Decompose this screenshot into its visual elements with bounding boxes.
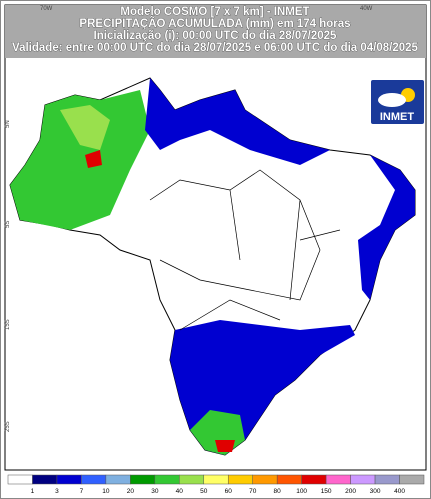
- colorbar-label: 80: [274, 488, 282, 495]
- logo: INMET: [371, 80, 424, 124]
- header-line: Inicialização (i): 00:00 UTC do dia 28/0…: [94, 30, 337, 42]
- colorbar-swatch: [227, 474, 253, 485]
- lat-label: 25S: [5, 421, 11, 432]
- lon-label: 40W: [360, 6, 373, 12]
- colorbar-label: 300: [370, 488, 381, 495]
- country-map: [9, 77, 416, 456]
- header-line: PRECIPITAÇÃO ACUMULADA (mm) em 174 horas: [79, 17, 350, 30]
- precip-area: [145, 78, 330, 165]
- colorbar-swatch: [130, 474, 156, 485]
- precip-area: [215, 440, 235, 452]
- colorbar-swatch: [56, 474, 82, 485]
- logo-text: INMET: [380, 111, 415, 123]
- colorbar-swatch: [350, 474, 376, 485]
- colorbar-label: 20: [127, 488, 135, 495]
- header-band: [5, 5, 426, 58]
- precip-area: [85, 150, 102, 168]
- colorbar-label: 100: [296, 488, 307, 495]
- header-line: Modelo COSMO [7 x 7 km] - INMET: [120, 6, 309, 18]
- precip-area: [358, 155, 415, 300]
- lat-label: 5N: [5, 120, 11, 128]
- state-borders: [149, 169, 341, 331]
- colorbar-label: 200: [345, 488, 356, 495]
- logo-cloud: [378, 93, 406, 107]
- colorbar: 1 3 7 10 20 30 40 50 60 70 80 100 150 200 300 400: [7, 474, 425, 495]
- colorbar-swatch: [301, 474, 327, 485]
- lat-label: 15S: [5, 319, 11, 330]
- colorbar-label: 30: [151, 488, 159, 495]
- colorbar-swatch: [179, 474, 205, 485]
- colorbar-label: 10: [102, 488, 110, 495]
- colorbar-swatch: [399, 474, 425, 485]
- colorbar-swatch: [203, 474, 229, 485]
- lon-label: 70W: [40, 6, 53, 12]
- colorbar-label: 60: [225, 488, 233, 495]
- header-line: Validade: entre 00:00 UTC do dia 28/07/2…: [12, 42, 418, 54]
- colorbar-label: 70: [249, 488, 257, 495]
- colorbar-swatch: [252, 474, 278, 485]
- precip-area: [60, 105, 110, 150]
- colorbar-label: 7: [80, 488, 84, 495]
- precip-area: [10, 90, 150, 230]
- colorbar-label: 40: [176, 488, 184, 495]
- colorbar-swatch: [81, 474, 107, 485]
- colorbar-label: 1: [31, 488, 35, 495]
- colorbar-swatch: [7, 474, 33, 485]
- colorbar-swatch: [276, 474, 302, 485]
- colorbar-label: 3: [55, 488, 59, 495]
- colorbar-label: 400: [394, 488, 405, 495]
- colorbar-swatch: [32, 474, 58, 485]
- colorbar-label: 50: [200, 488, 208, 495]
- colorbar-swatch: [325, 474, 351, 485]
- colorbar-swatch: [154, 474, 180, 485]
- lat-label: 5S: [5, 221, 11, 228]
- colorbar-swatch: [105, 474, 131, 485]
- colorbar-swatch: [374, 474, 400, 485]
- colorbar-label: 150: [321, 488, 332, 495]
